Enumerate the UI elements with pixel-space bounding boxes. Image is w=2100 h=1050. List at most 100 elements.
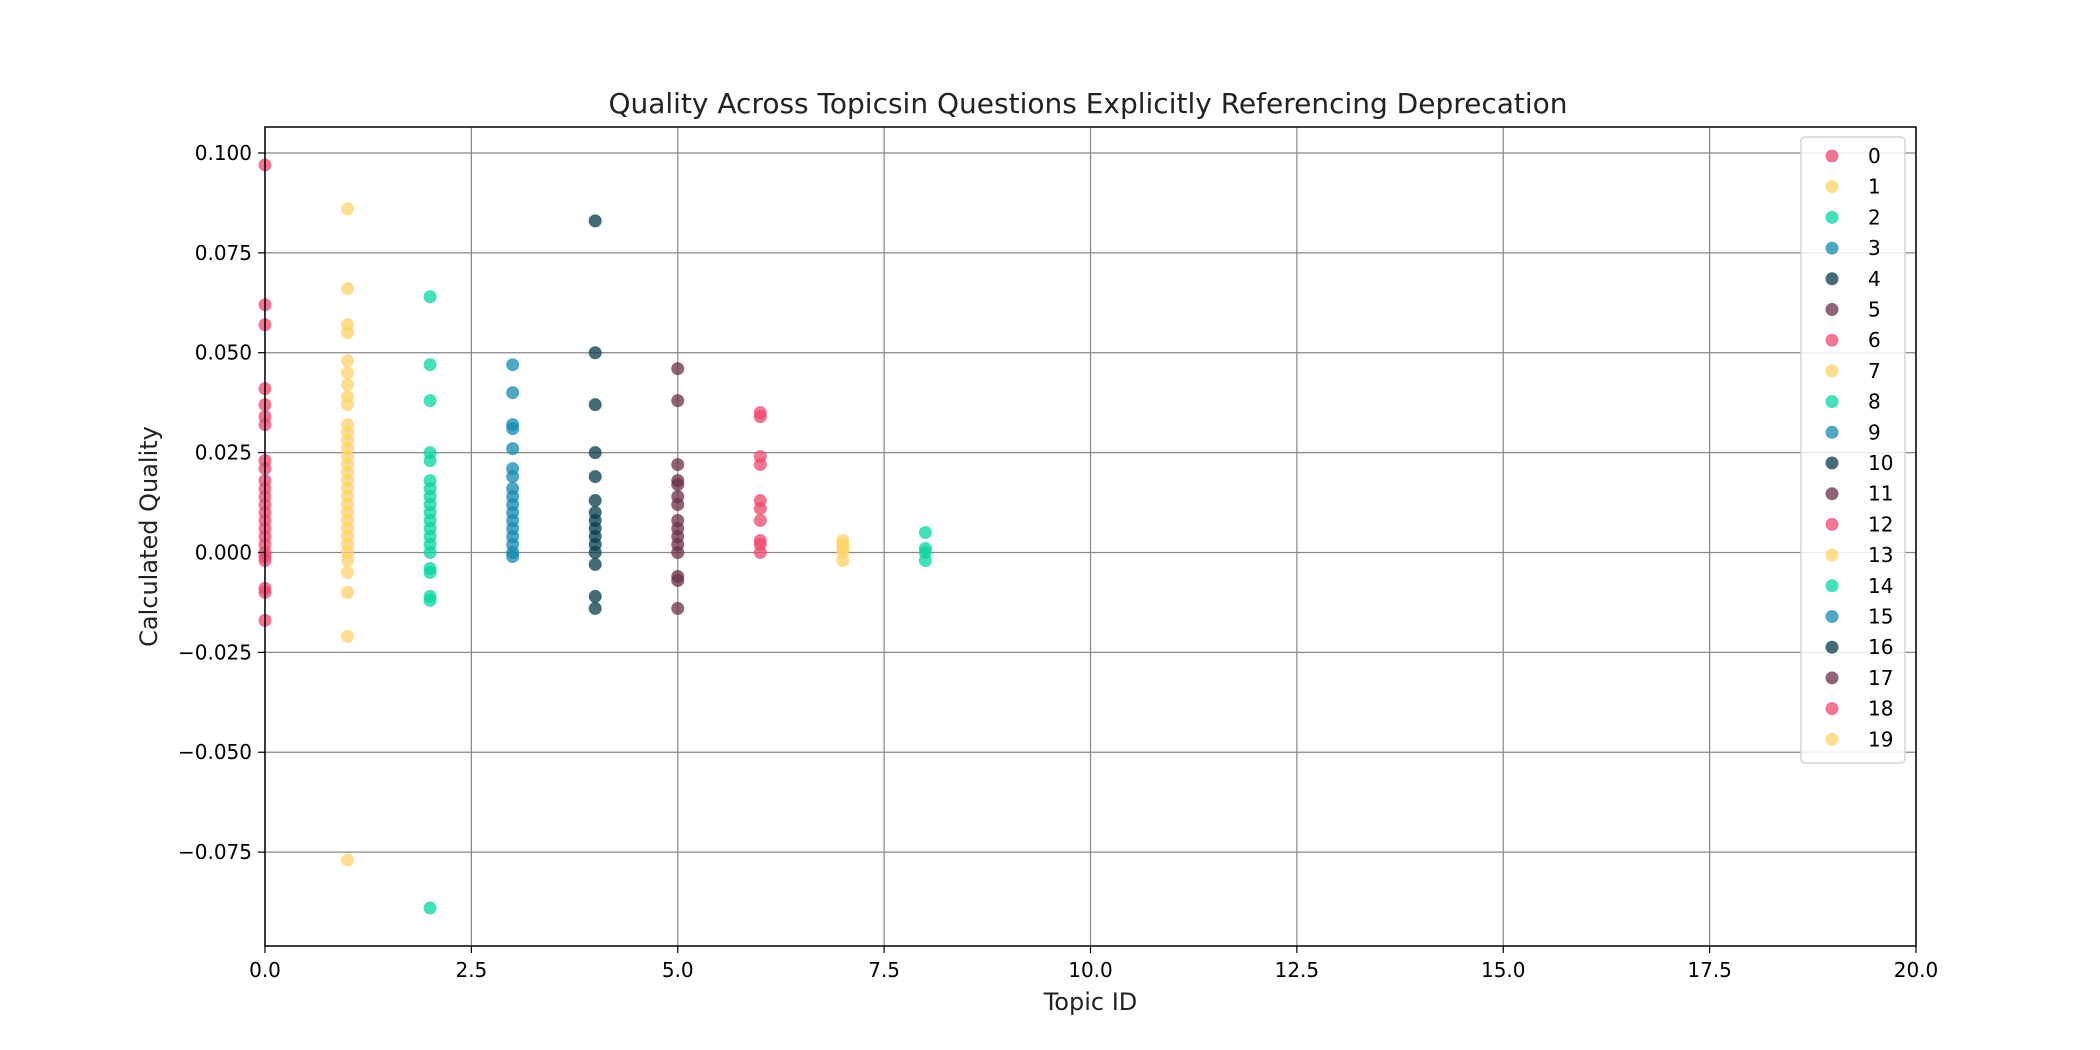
legend-marker <box>1825 425 1839 439</box>
legend-marker <box>1825 180 1839 194</box>
data-point-topic-3 <box>506 442 520 456</box>
x-tick-label: 0.0 <box>249 958 281 982</box>
legend-marker <box>1825 732 1839 746</box>
y-tick-label: −0.025 <box>178 640 252 664</box>
data-point-topic-6 <box>753 514 767 528</box>
data-point-topic-2 <box>423 290 437 304</box>
x-tick-label: 10.0 <box>1068 958 1113 982</box>
data-point-topic-1 <box>341 282 355 296</box>
x-tick-label: 20.0 <box>1894 958 1939 982</box>
data-point-topic-4 <box>588 494 602 508</box>
x-tick-label: 2.5 <box>455 958 487 982</box>
legend-label: 8 <box>1868 390 1881 414</box>
data-point-topic-1 <box>341 585 355 599</box>
legend-marker <box>1825 487 1839 501</box>
legend-label: 9 <box>1868 420 1881 444</box>
legend-marker <box>1825 241 1839 255</box>
data-point-topic-3 <box>506 422 520 436</box>
legend-label: 15 <box>1868 605 1893 629</box>
legend-label: 17 <box>1868 666 1893 690</box>
legend-marker <box>1825 395 1839 409</box>
grid-lines <box>264 127 1917 946</box>
data-point-topic-2 <box>423 901 437 915</box>
data-point-topic-2 <box>423 454 437 468</box>
data-point-topic-2 <box>423 565 437 579</box>
data-point-topic-3 <box>506 386 520 400</box>
data-point-topic-5 <box>671 573 685 587</box>
data-point-topic-1 <box>341 553 355 567</box>
data-point-topic-6 <box>753 545 767 559</box>
legend-label: 11 <box>1868 482 1893 506</box>
legend-marker <box>1825 364 1839 378</box>
data-points <box>258 158 932 915</box>
data-point-topic-4 <box>588 545 602 559</box>
data-point-topic-4 <box>588 398 602 412</box>
data-point-topic-6 <box>753 458 767 472</box>
y-tick-label: 0.000 <box>195 540 252 564</box>
data-point-topic-4 <box>588 601 602 615</box>
legend-box <box>1800 136 1906 764</box>
data-point-topic-2 <box>423 358 437 372</box>
legend-label: 0 <box>1868 144 1881 168</box>
legend-label: 14 <box>1868 574 1893 598</box>
y-tick-label: 0.100 <box>195 141 252 165</box>
data-point-topic-6 <box>753 410 767 424</box>
x-tick-label: 7.5 <box>868 958 900 982</box>
data-point-topic-3 <box>506 549 520 563</box>
data-point-topic-1 <box>341 326 355 340</box>
data-point-topic-4 <box>588 470 602 484</box>
legend-label: 4 <box>1868 267 1881 291</box>
data-point-topic-5 <box>671 498 685 512</box>
legend-label: 10 <box>1868 451 1893 475</box>
x-tick-label: 12.5 <box>1275 958 1320 982</box>
data-point-topic-1 <box>341 354 355 368</box>
legend-marker <box>1825 702 1839 716</box>
legend-marker <box>1825 579 1839 593</box>
y-tick-label: 0.075 <box>195 241 252 265</box>
data-point-topic-3 <box>506 358 520 372</box>
data-point-topic-1 <box>341 366 355 380</box>
y-axis-ticks: −0.075 −0.050 −0.025 0.000 0.025 0.050 0.075 0.… <box>178 141 265 864</box>
data-point-topic-5 <box>671 478 685 492</box>
data-point-topic-5 <box>671 601 685 615</box>
chart-title: Quality Across Topicsin Questions Explic… <box>608 87 1567 120</box>
y-axis-label: Calculated Quality <box>135 426 163 647</box>
data-point-topic-2 <box>423 545 437 559</box>
data-point-topic-8 <box>918 526 932 540</box>
legend-label: 18 <box>1868 697 1893 721</box>
legend-label: 13 <box>1868 543 1893 567</box>
data-point-topic-5 <box>671 362 685 376</box>
data-point-topic-4 <box>588 446 602 460</box>
data-point-topic-1 <box>341 398 355 412</box>
legend-marker <box>1825 456 1839 470</box>
data-point-topic-3 <box>506 470 520 484</box>
legend-marker <box>1825 517 1839 531</box>
data-point-topic-5 <box>671 394 685 408</box>
legend-marker <box>1825 610 1839 623</box>
data-point-topic-1 <box>341 629 355 643</box>
legend-marker <box>1825 548 1839 562</box>
data-point-topic-1 <box>341 565 355 579</box>
x-tick-label: 5.0 <box>662 958 694 982</box>
y-tick-label: 0.050 <box>195 341 252 365</box>
x-axis-ticks: 0.0 2.5 5.0 7.5 10.0 12.5 15.0 17.5 20.0 <box>249 946 1938 982</box>
data-point-topic-4 <box>588 214 602 228</box>
data-point-topic-7 <box>836 553 850 567</box>
legend-label: 5 <box>1868 298 1881 322</box>
legend-marker <box>1825 333 1839 347</box>
data-point-topic-8 <box>918 553 932 567</box>
y-tick-label: −0.050 <box>178 740 252 764</box>
legend-label: 7 <box>1868 359 1881 383</box>
legend-marker <box>1825 640 1839 654</box>
data-point-topic-1 <box>341 378 355 392</box>
x-tick-label: 17.5 <box>1687 958 1732 982</box>
data-point-topic-1 <box>341 853 355 867</box>
y-tick-label: 0.025 <box>195 441 252 465</box>
legend-marker <box>1825 210 1839 224</box>
data-point-topic-4 <box>588 557 602 571</box>
legend-marker <box>1825 303 1839 316</box>
legend-label: 12 <box>1868 512 1893 536</box>
legend-marker <box>1825 272 1839 286</box>
